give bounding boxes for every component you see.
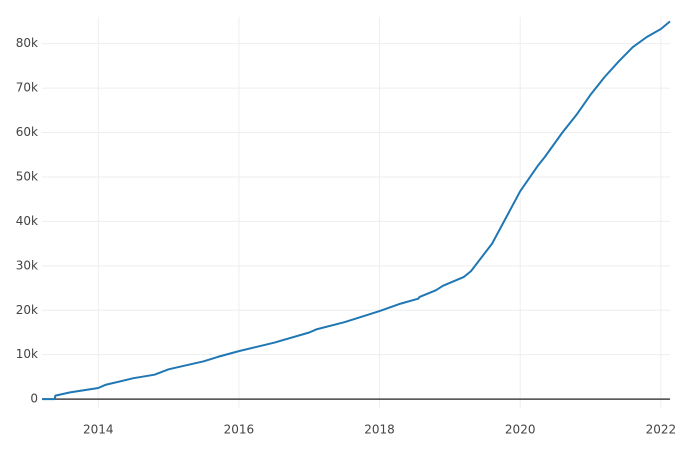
x-tick-label: 2014: [83, 423, 114, 437]
y-tick-label: 20k: [16, 303, 38, 317]
y-tick-label: 70k: [16, 81, 38, 95]
x-tick-label: 2020: [505, 423, 536, 437]
y-tick-label: 80k: [16, 36, 38, 50]
y-tick-label: 40k: [16, 214, 38, 228]
y-tick-label: 30k: [16, 258, 38, 272]
y-tick-label: 0: [30, 392, 38, 406]
y-tick-label: 60k: [16, 125, 38, 139]
y-tick-label: 50k: [16, 169, 38, 183]
data-line: [42, 20, 671, 401]
y-tick-label: 10k: [16, 347, 38, 361]
x-tick-label: 2022: [646, 423, 677, 437]
x-tick-label: 2016: [224, 423, 255, 437]
x-tick-label: 2018: [364, 423, 395, 437]
